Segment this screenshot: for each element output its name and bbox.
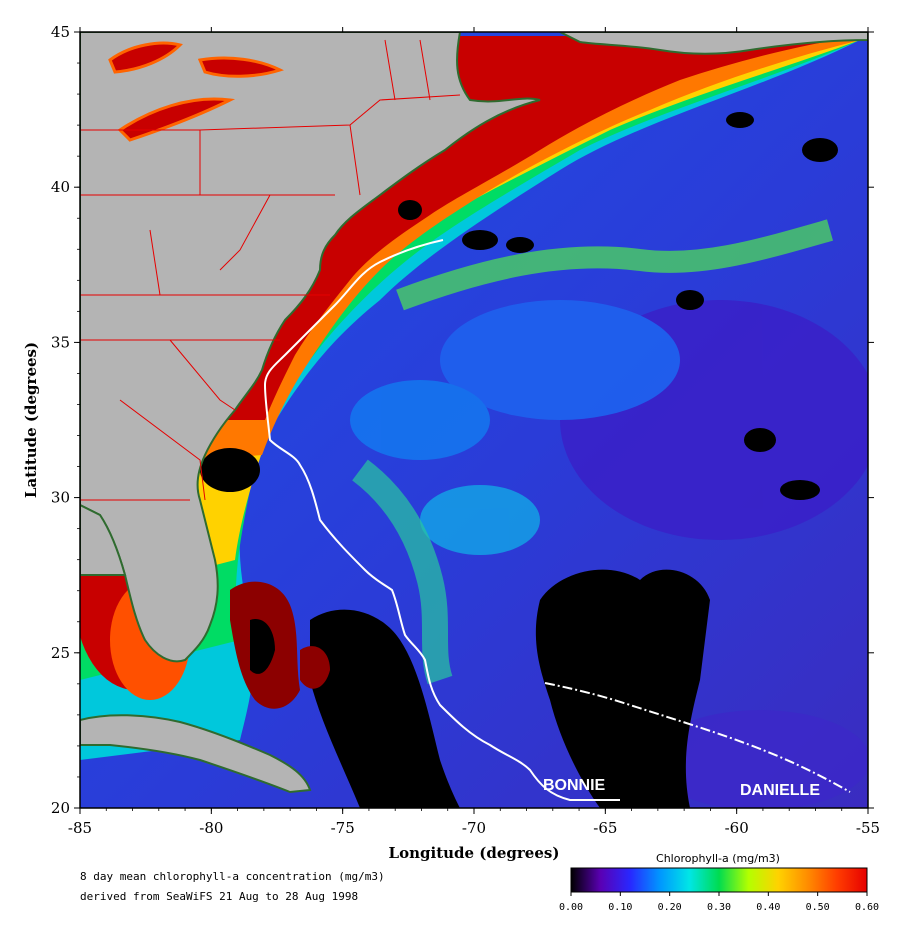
cloud-masked-areas — [200, 112, 838, 808]
y-tick-label: 25 — [51, 644, 70, 662]
y-axis-title: Latitude (degrees) — [22, 342, 40, 498]
bonnie-track-line — [263, 239, 620, 801]
caption-line-2: derived from SeaWiFS 21 Aug to 28 Aug 19… — [80, 890, 359, 903]
x-tick-label: -75 — [331, 819, 355, 837]
florida-gulf-coast-land — [80, 503, 127, 576]
x-tick-label: -85 — [68, 819, 92, 837]
bahamas-banks — [230, 581, 330, 709]
map-panel: BONNIE DANIELLE — [80, 32, 868, 808]
danielle-track-line — [544, 682, 851, 793]
colorbar-tick-label: 0.40 — [756, 902, 780, 913]
caption-line-1: 8 day mean chlorophyll-a concentration (… — [80, 870, 385, 883]
land-masses — [80, 32, 868, 794]
colorbar: Chlorophyll-a (mg/m3) 0.00 0.10 0.20 0.30 0.… — [559, 852, 879, 913]
cuba-land — [80, 714, 312, 794]
y-tick-label: 35 — [51, 333, 70, 351]
colorbar-ticks: 0.00 0.10 0.20 0.30 0.40 0.50 0.60 — [559, 892, 879, 913]
state-borders — [80, 39, 461, 501]
y-tick-label: 30 — [51, 489, 70, 507]
x-tick-label: -80 — [199, 819, 223, 837]
colorbar-title: Chlorophyll-a (mg/m3) — [656, 852, 780, 865]
x-axis-title: Longitude (degrees) — [389, 844, 560, 862]
storm-label-bonnie: BONNIE — [543, 777, 606, 794]
x-tick-label: -60 — [725, 819, 749, 837]
x-tick-label: -70 — [462, 819, 486, 837]
y-axis: 20 25 30 35 40 45 — [51, 23, 874, 817]
y-tick-label: 40 — [51, 178, 70, 196]
canada-maritimes-land — [559, 32, 868, 55]
colorbar-tick-label: 0.50 — [806, 902, 830, 913]
x-tick-label: -65 — [593, 819, 617, 837]
storm-label-danielle: DANIELLE — [740, 782, 820, 799]
colorbar-tick-label: 0.30 — [707, 902, 731, 913]
colorbar-tick-label: 0.00 — [559, 902, 583, 913]
colorbar-tick-label: 0.60 — [855, 902, 879, 913]
north-america-land — [80, 32, 541, 663]
colorbar-tick-label: 0.10 — [608, 902, 632, 913]
colorbar-tick-label: 0.20 — [658, 902, 682, 913]
y-tick-label: 20 — [51, 799, 70, 817]
colorbar-gradient — [570, 867, 868, 893]
open-ocean-patches — [350, 300, 868, 808]
x-tick-label: -55 — [856, 819, 880, 837]
x-axis: -85 -80 -75 -70 -65 -60 -55 — [68, 27, 880, 837]
y-tick-label: 45 — [51, 23, 70, 41]
